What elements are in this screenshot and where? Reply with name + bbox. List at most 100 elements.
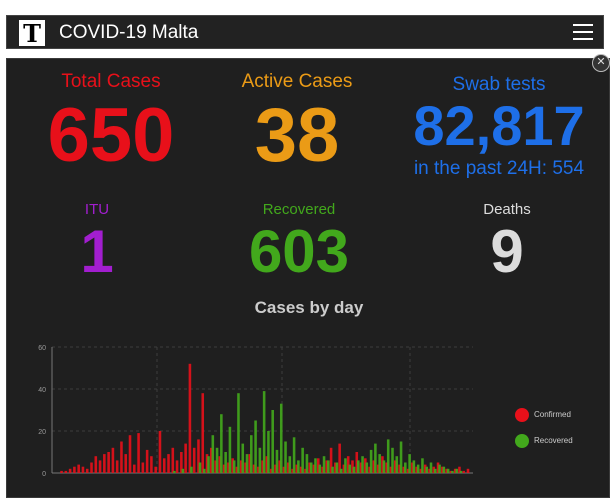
confirmed-bar[interactable] [325, 460, 329, 473]
confirmed-bar[interactable] [197, 439, 200, 473]
confirmed-bar[interactable] [115, 460, 119, 473]
confirmed-bar[interactable] [184, 443, 187, 473]
confirmed-bar[interactable] [402, 466, 406, 473]
confirmed-bar[interactable] [278, 460, 282, 473]
confirmed-bar[interactable] [432, 466, 436, 473]
confirmed-bar[interactable] [90, 462, 93, 474]
recovered-bar[interactable] [301, 447, 304, 473]
recovered-bar[interactable] [331, 466, 334, 473]
confirmed-bar[interactable] [175, 460, 179, 473]
recovered-bar[interactable] [356, 460, 360, 473]
recovered-bar[interactable] [451, 470, 454, 473]
confirmed-bar[interactable] [389, 466, 393, 473]
confirmed-bar[interactable] [269, 468, 273, 473]
recovered-bar[interactable] [344, 458, 347, 473]
confirmed-bar[interactable] [231, 458, 234, 473]
confirmed-bar[interactable] [205, 454, 209, 473]
legend-confirmed[interactable]: Confirmed [515, 408, 571, 422]
confirmed-bar[interactable] [180, 452, 183, 473]
confirmed-bar[interactable] [445, 468, 448, 473]
confirmed-bar[interactable] [188, 363, 192, 473]
confirmed-bar[interactable] [64, 470, 68, 473]
confirmed-bar[interactable] [133, 464, 136, 473]
confirmed-bar[interactable] [274, 464, 277, 473]
recovered-bar[interactable] [429, 462, 433, 474]
confirmed-bar[interactable] [312, 464, 316, 473]
confirmed-bar[interactable] [462, 470, 466, 473]
recovered-bar[interactable] [369, 449, 373, 473]
confirmed-bar[interactable] [329, 447, 333, 473]
recovered-bar[interactable] [455, 468, 458, 473]
confirmed-bar[interactable] [145, 449, 149, 473]
recovered-bar[interactable] [267, 431, 270, 473]
confirmed-bar[interactable] [73, 466, 76, 473]
recovered-bar[interactable] [271, 410, 274, 473]
confirmed-bar[interactable] [158, 431, 162, 473]
confirmed-bar[interactable] [154, 466, 157, 473]
confirmed-bar[interactable] [218, 456, 222, 473]
confirmed-bar[interactable] [423, 464, 427, 473]
confirmed-bar[interactable] [248, 454, 252, 473]
recovered-bar[interactable] [348, 464, 351, 473]
confirmed-bar[interactable] [359, 462, 363, 474]
confirmed-bar[interactable] [282, 466, 286, 473]
confirmed-bar[interactable] [239, 460, 243, 473]
confirmed-bar[interactable] [411, 462, 414, 474]
confirmed-bar[interactable] [406, 468, 410, 473]
recovered-bar[interactable] [262, 391, 266, 473]
recovered-bar[interactable] [412, 460, 416, 473]
legend-recovered[interactable]: Recovered [515, 434, 573, 448]
recovered-bar[interactable] [408, 454, 411, 473]
recovered-bar[interactable] [245, 454, 249, 473]
recovered-bar[interactable] [391, 447, 394, 473]
recovered-bar[interactable] [181, 468, 185, 473]
confirmed-bar[interactable] [372, 460, 376, 473]
recovered-bar[interactable] [207, 456, 210, 473]
confirmed-bar[interactable] [201, 393, 205, 473]
recovered-bar[interactable] [433, 468, 437, 473]
confirmed-bar[interactable] [150, 456, 153, 473]
confirmed-bar[interactable] [364, 458, 367, 473]
confirmed-bar[interactable] [227, 462, 230, 474]
recovered-bar[interactable] [395, 456, 399, 473]
recovered-bar[interactable] [318, 464, 322, 473]
confirmed-bar[interactable] [376, 464, 380, 473]
recovered-bar[interactable] [322, 456, 326, 473]
confirmed-bar[interactable] [167, 454, 170, 473]
recovered-bar[interactable] [339, 468, 343, 473]
confirmed-bar[interactable] [346, 456, 350, 473]
confirmed-bar[interactable] [128, 435, 132, 473]
confirmed-bar[interactable] [415, 466, 418, 473]
recovered-bar[interactable] [446, 468, 450, 473]
confirmed-bar[interactable] [338, 443, 341, 473]
confirmed-bar[interactable] [287, 462, 290, 474]
recovered-bar[interactable] [382, 460, 386, 473]
confirmed-bar[interactable] [419, 468, 423, 473]
confirmed-bar[interactable] [235, 466, 239, 473]
confirmed-bar[interactable] [441, 466, 444, 473]
recovered-bar[interactable] [202, 468, 206, 473]
recovered-bar[interactable] [399, 441, 403, 474]
recovered-bar[interactable] [309, 462, 313, 474]
confirmed-bar[interactable] [398, 464, 401, 473]
recovered-bar[interactable] [224, 452, 227, 473]
recovered-bar[interactable] [198, 462, 202, 474]
confirmed-bar[interactable] [295, 464, 299, 473]
recovered-bar[interactable] [361, 456, 364, 473]
confirmed-bar[interactable] [252, 464, 256, 473]
recovered-bar[interactable] [421, 458, 424, 473]
confirmed-bar[interactable] [291, 468, 294, 473]
recovered-bar[interactable] [190, 466, 193, 473]
recovered-bar[interactable] [254, 420, 257, 474]
recovered-bar[interactable] [416, 464, 420, 473]
recovered-bar[interactable] [442, 466, 446, 473]
recovered-bar[interactable] [404, 462, 407, 474]
recovered-bar[interactable] [335, 462, 339, 474]
recovered-bar[interactable] [228, 426, 232, 473]
confirmed-bar[interactable] [103, 454, 106, 473]
confirmed-bar[interactable] [261, 460, 264, 473]
recovered-bar[interactable] [215, 447, 219, 473]
confirmed-bar[interactable] [355, 452, 359, 473]
recovered-bar[interactable] [288, 456, 292, 473]
confirmed-bar[interactable] [68, 468, 72, 473]
